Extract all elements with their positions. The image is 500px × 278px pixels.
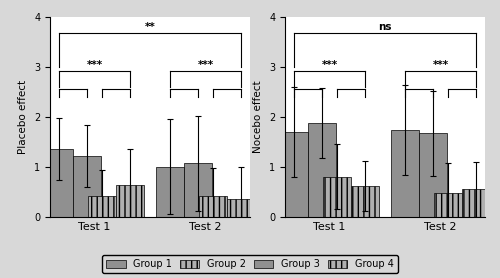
Bar — [462, 189, 489, 217]
Bar — [88, 196, 116, 217]
Bar — [46, 149, 73, 217]
Legend: Group 1, Group 2, Group 3, Group 4: Group 1, Group 2, Group 3, Group 4 — [102, 255, 398, 273]
Bar — [323, 177, 350, 217]
Bar — [73, 156, 101, 217]
Bar — [308, 123, 336, 217]
Text: ***: *** — [198, 60, 214, 70]
Y-axis label: Nocebo effect: Nocebo effect — [254, 80, 264, 153]
Text: **: ** — [144, 22, 156, 32]
Text: ***: *** — [432, 60, 448, 70]
Text: ***: *** — [86, 60, 102, 70]
Bar — [434, 193, 462, 217]
Bar — [199, 196, 227, 217]
Text: ns: ns — [378, 22, 392, 32]
Bar — [350, 186, 378, 217]
Y-axis label: Placebo effect: Placebo effect — [18, 80, 28, 154]
Bar — [392, 130, 419, 217]
Bar — [420, 133, 447, 217]
Bar — [227, 199, 254, 217]
Bar — [116, 185, 143, 217]
Bar — [280, 132, 308, 217]
Bar — [156, 167, 184, 217]
Bar — [184, 163, 212, 217]
Text: ***: *** — [322, 60, 338, 70]
